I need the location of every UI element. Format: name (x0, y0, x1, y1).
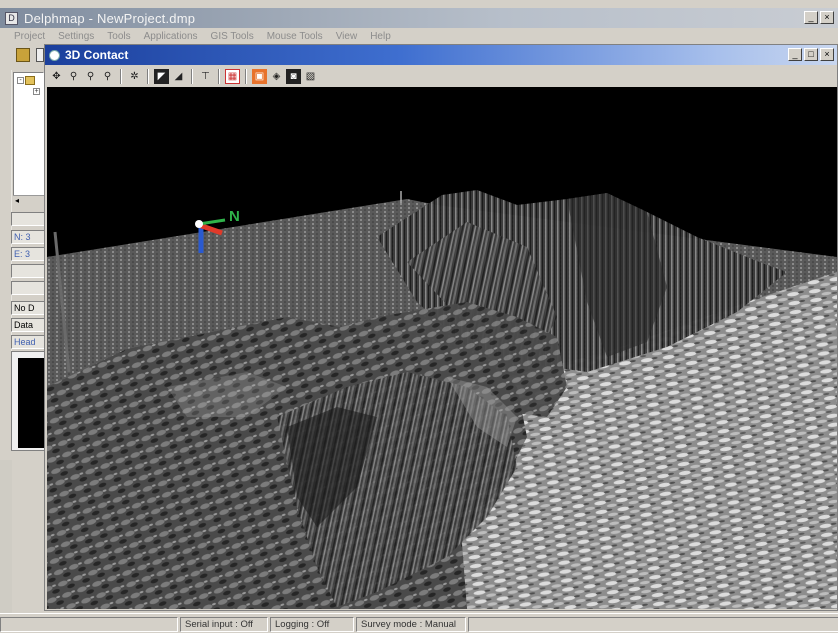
scroll-left-icon[interactable]: ◂ (15, 196, 20, 205)
expand-icon[interactable]: + (33, 88, 40, 95)
menu-gis-tools[interactable]: GIS Tools (210, 30, 254, 42)
pan-tool-icon[interactable]: ✥ (52, 71, 61, 82)
child-window-title: 3D Contact (65, 48, 129, 62)
export-icon[interactable]: ▧ (305, 71, 316, 82)
3d-viewport[interactable]: N (47, 87, 837, 609)
snapshot-icon[interactable]: ▣ (252, 69, 267, 84)
menu-project[interactable]: Project (14, 30, 46, 42)
menu-tools[interactable]: Tools (107, 30, 131, 42)
window-icon[interactable] (49, 49, 60, 61)
palette-icon[interactable]: ▦ (225, 69, 240, 84)
toolbar-separator (120, 69, 122, 84)
3d-contact-window: 3D Contact _ □ × ✥ ⚲ ⚲ ⚲ ✲ ◤ ◢ ⊤ ▦ ▣ ◈ ◙ (44, 44, 838, 611)
survey-mode-status: Survey mode : Manual (356, 617, 466, 632)
no-data-field: No D (11, 301, 45, 315)
toolbar-separator (218, 69, 220, 84)
status-panel-empty (0, 617, 178, 632)
open-folder-icon[interactable] (16, 48, 30, 62)
status-bar: Serial input : Off Logging : Off Survey … (0, 613, 838, 633)
child-title-bar[interactable]: 3D Contact _ □ × (45, 45, 837, 65)
window-title: Delphmap - NewProject.dmp (24, 10, 196, 26)
rotate-icon[interactable]: ◈ (272, 71, 281, 82)
camera-icon[interactable]: ◙ (286, 69, 301, 84)
menu-mouse-tools[interactable]: Mouse Tools (266, 30, 323, 42)
main-title-bar[interactable]: D Delphmap - NewProject.dmp _ × (0, 8, 838, 28)
left-panel-field (11, 264, 45, 278)
easting-field: E: 3 (11, 247, 45, 261)
zoom-out-icon[interactable]: ⚲ (103, 71, 112, 82)
status-panel-empty (468, 617, 838, 632)
zoom-icon[interactable]: ⚲ (69, 71, 78, 82)
zoom-in-icon[interactable]: ⚲ (86, 71, 95, 82)
toolbar-separator (191, 69, 193, 84)
close-button[interactable]: × (820, 11, 834, 24)
gradient-icon[interactable]: ◢ (174, 71, 183, 82)
data-field: Data (11, 318, 45, 332)
left-panel-field (11, 281, 45, 295)
menu-applications[interactable]: Applications (143, 30, 198, 42)
menu-help[interactable]: Help (370, 30, 391, 42)
shading-icon[interactable]: ◤ (154, 69, 169, 84)
logging-status: Logging : Off (270, 617, 354, 632)
child-maximize-button[interactable]: □ (804, 48, 818, 61)
vertical-exaggeration-icon[interactable]: ⊤ (201, 71, 210, 82)
north-label: N (229, 208, 240, 225)
mini-display (11, 351, 45, 451)
left-grey-area (0, 460, 12, 620)
serial-input-status: Serial input : Off (180, 617, 268, 632)
tree-scrollbar[interactable]: ◂ (13, 195, 44, 205)
northing-field: N: 3 (11, 230, 45, 244)
child-minimize-button[interactable]: _ (788, 48, 802, 61)
toolbar-separator (147, 69, 149, 84)
menu-bar: Project Settings Tools Applications GIS … (0, 28, 838, 44)
left-panel-field (11, 212, 45, 226)
project-tree[interactable]: - + (13, 72, 44, 204)
folder-icon (25, 76, 35, 85)
minimize-button[interactable]: _ (804, 11, 818, 24)
center-icon[interactable]: ✲ (130, 71, 139, 82)
menu-view[interactable]: View (335, 30, 358, 42)
menu-settings[interactable]: Settings (58, 30, 95, 42)
child-close-button[interactable]: × (820, 48, 834, 61)
toolbar-button[interactable] (36, 48, 44, 62)
3d-toolbar: ✥ ⚲ ⚲ ⚲ ✲ ◤ ◢ ⊤ ▦ ▣ ◈ ◙ ▧ (49, 67, 318, 86)
heading-field: Head (11, 335, 45, 349)
terrain-render: N (47, 190, 837, 609)
north-axis-marker: N (195, 208, 240, 253)
app-icon[interactable]: D (5, 11, 18, 25)
toolbar-separator (245, 69, 247, 84)
expand-icon[interactable]: - (17, 77, 24, 84)
